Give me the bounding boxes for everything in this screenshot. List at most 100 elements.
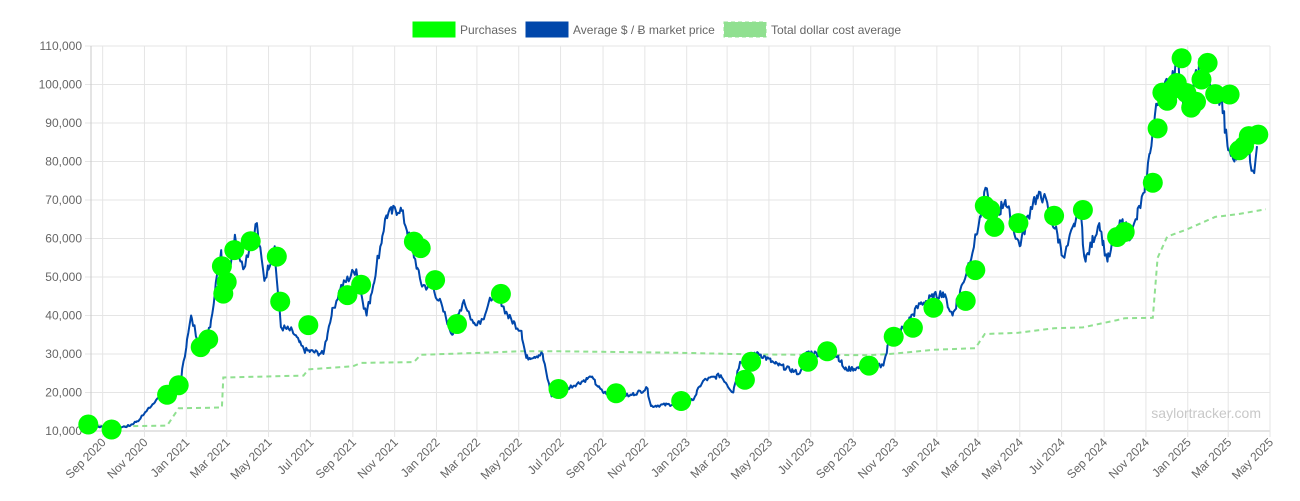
purchase-point (168, 375, 189, 396)
purchase-point (980, 200, 1001, 220)
y-tick-label: 50,000 (45, 270, 82, 284)
purchase-point (923, 297, 944, 318)
purchase-point (101, 419, 122, 440)
x-tick-label: May 2021 (227, 435, 274, 482)
purchase-point (337, 285, 358, 306)
purchase-point (1044, 205, 1065, 226)
purchase-point (410, 238, 431, 259)
x-tick-label: Jan 2021 (148, 435, 193, 480)
purchase-point (671, 391, 692, 411)
x-tick-label: Sep 2024 (1064, 435, 1110, 481)
legend-item-market-price[interactable]: Average $ / Ƀ market price (525, 21, 715, 38)
purchase-point (266, 246, 287, 267)
y-tick-label: 70,000 (45, 193, 82, 207)
purchase-point (1142, 172, 1163, 193)
x-tick-label: Jan 2023 (648, 435, 693, 480)
x-tick-label: Nov 2024 (1106, 435, 1152, 481)
purchase-point (1191, 69, 1212, 90)
purchase-point (1205, 84, 1226, 105)
purchase-point (1114, 222, 1135, 242)
purchase-point (216, 272, 237, 292)
purchase-point (817, 341, 838, 362)
y-tick-label: 20,000 (45, 386, 82, 400)
purchase-point (1147, 118, 1168, 139)
purchase-point (447, 314, 467, 334)
x-tick-label: May 2022 (478, 435, 525, 482)
purchase-point (490, 283, 511, 304)
x-tick-label: May 2023 (728, 435, 775, 482)
purchase-point (78, 414, 99, 435)
x-tick-label: Jan 2025 (1149, 435, 1194, 480)
x-tick-label: Mar 2021 (187, 435, 233, 481)
purchase-point (1248, 124, 1269, 145)
legend-swatch-purchases (412, 21, 456, 38)
legend-item-purchases[interactable]: Purchases (412, 21, 517, 38)
legend-item-cost-average[interactable]: Total dollar cost average (723, 21, 901, 38)
purchase-point (548, 379, 569, 399)
purchase-point (1219, 84, 1240, 105)
y-tick-label: 90,000 (45, 116, 82, 130)
market-price-line (87, 53, 1258, 431)
purchase-point (741, 351, 762, 372)
x-tick-label: Mar 2025 (1189, 435, 1235, 481)
purchase-point (606, 383, 627, 404)
legend-swatch-cost-average (723, 21, 767, 38)
x-tick-label: May 2025 (1229, 435, 1276, 482)
purchase-point (965, 260, 986, 281)
legend[interactable]: Purchases Average $ / Ƀ market price Tot… (412, 21, 901, 38)
legend-label-purchases: Purchases (460, 23, 517, 37)
purchase-point (1186, 91, 1206, 112)
purchase-point (883, 326, 904, 347)
purchase-point (798, 351, 818, 372)
legend-label-cost-average: Total dollar cost average (771, 23, 901, 37)
x-tick-label: Jan 2024 (898, 435, 943, 480)
x-tick-label: Nov 2021 (355, 435, 401, 481)
x-tick-label: Jul 2022 (525, 435, 567, 477)
x-tick-label: Nov 2022 (605, 435, 651, 481)
x-tick-label: Sep 2023 (813, 435, 859, 481)
y-tick-label: 110,000 (40, 39, 83, 53)
purchase-point (1197, 52, 1218, 73)
legend-label-market-price: Average $ / Ƀ market price (573, 23, 715, 37)
purchase-point (984, 216, 1005, 237)
x-tick-label: Jul 2023 (775, 435, 817, 477)
purchase-point (859, 355, 879, 376)
legend-swatch-market-price (525, 21, 569, 38)
purchase-point (298, 315, 319, 336)
x-tick-label: Mar 2024 (938, 435, 984, 481)
plot-area (78, 48, 1269, 440)
purchase-point (211, 256, 232, 277)
purchase-point (198, 329, 219, 350)
x-tick-label: Nov 2023 (855, 435, 901, 481)
x-tick-label: Jan 2022 (398, 435, 443, 480)
x-tick-label: Jul 2024 (1026, 435, 1068, 477)
y-axis: 10,000 20,000 30,000 40,000 50,000 60,000 70,0… (39, 39, 83, 438)
purchase-point (734, 369, 755, 390)
watermark: saylortracker.com (1151, 405, 1261, 421)
purchase-point (351, 274, 372, 295)
x-tick-label: Sep 2020 (63, 435, 109, 481)
purchase-point (1171, 48, 1192, 69)
y-tick-label: 80,000 (45, 155, 82, 169)
x-tick-label: Mar 2023 (687, 435, 733, 481)
purchase-point (270, 291, 291, 312)
y-tick-label: 60,000 (45, 232, 82, 246)
purchase-point (955, 290, 976, 311)
x-tick-label: Nov 2020 (104, 435, 150, 481)
purchase-point (1008, 213, 1029, 234)
purchase-point (240, 231, 261, 252)
purchase-point (224, 240, 245, 261)
purchase-point (902, 317, 923, 338)
x-tick-label: Jul 2021 (274, 435, 316, 477)
y-tick-label: 10,000 (45, 424, 82, 438)
y-tick-label: 100,000 (39, 78, 83, 92)
grid (85, 45, 1271, 437)
purchase-point (425, 270, 446, 291)
y-tick-label: 40,000 (45, 309, 82, 323)
x-tick-label: Mar 2022 (437, 435, 483, 481)
x-tick-label: Sep 2021 (313, 435, 359, 481)
x-tick-label: May 2024 (979, 435, 1026, 482)
purchase-point (1072, 200, 1093, 220)
